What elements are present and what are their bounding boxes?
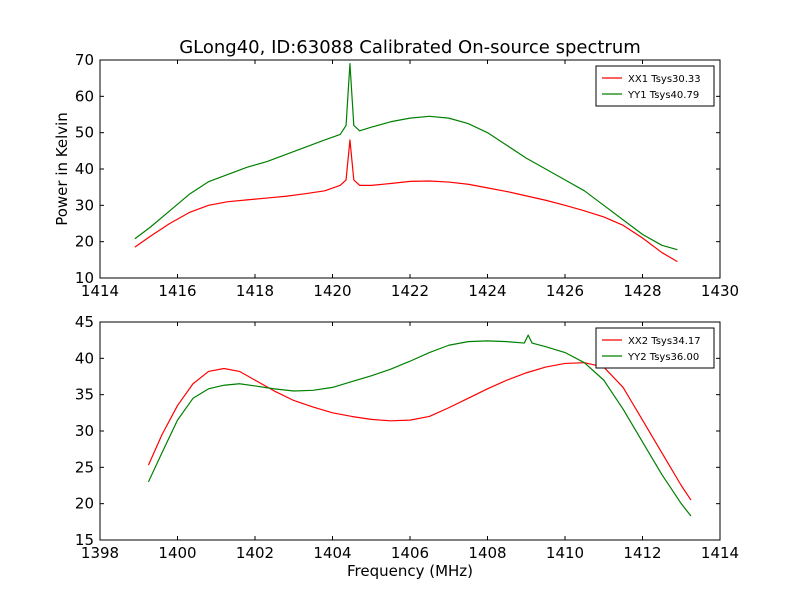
y-tick-label: 40 xyxy=(75,160,94,178)
x-tick-label: 1412 xyxy=(623,544,661,562)
x-axis-label: Frequency (MHz) xyxy=(347,562,473,580)
y-tick-label: 50 xyxy=(75,124,94,142)
x-tick-label: 1418 xyxy=(236,282,274,300)
legend-box xyxy=(595,65,715,107)
chart-title: GLong40, ID:63088 Calibrated On-source s… xyxy=(179,37,641,58)
x-tick-label: 1408 xyxy=(468,544,506,562)
series-line-1-2 xyxy=(134,63,678,251)
x-tick-label: 1398 xyxy=(81,544,119,562)
x-tick-label: 1402 xyxy=(236,544,274,562)
x-tick-label: 1414 xyxy=(701,544,739,562)
y-tick-label: 20 xyxy=(75,233,94,251)
x-tick-label: 1410 xyxy=(546,544,584,562)
legend-label: YY1 Tsys40.79 xyxy=(627,90,699,101)
y-tick-label: 45 xyxy=(75,313,94,331)
series-line-2-2 xyxy=(147,334,692,517)
legend-label: XX2 Tsys34.17 xyxy=(628,336,701,347)
x-tick-label: 1428 xyxy=(623,282,661,300)
x-tick-label: 1406 xyxy=(391,544,429,562)
legend: XX1 Tsys30.33 YY1 Tsys40.79 xyxy=(595,65,715,107)
top-panel: 1414 1416 1418 1420 1422 1424 1426 1428 1430 10 20… xyxy=(75,51,739,300)
y-axis-label: Power in Kelvin xyxy=(53,112,71,226)
x-tick-label: 1430 xyxy=(701,282,739,300)
legend-label: YY2 Tsys36.00 xyxy=(627,352,699,363)
y-tick-label: 15 xyxy=(75,531,94,549)
y-tick-label: 30 xyxy=(75,422,94,440)
x-tick-label: 1404 xyxy=(313,544,351,562)
x-tick-label: 1416 xyxy=(158,282,196,300)
y-tick-label: 70 xyxy=(75,51,94,69)
y-tick-label: 30 xyxy=(75,196,94,214)
legend: XX2 Tsys34.17 YY2 Tsys36.00 xyxy=(595,327,715,369)
x-tick-label: 1426 xyxy=(546,282,584,300)
y-tick-label: 20 xyxy=(75,495,94,513)
bottom-panel: 1398 1400 1402 1404 1406 1408 1410 1412 1414 15 20… xyxy=(75,313,739,562)
y-tick-label: 40 xyxy=(75,349,94,367)
legend-box xyxy=(595,327,715,369)
x-tick-label: 1414 xyxy=(81,282,119,300)
y-tick-label: 60 xyxy=(75,87,94,105)
y-tick-label: 35 xyxy=(75,386,94,404)
y-tick-label: 10 xyxy=(75,269,94,287)
x-tick-label: 1400 xyxy=(158,544,196,562)
legend-label: XX1 Tsys30.33 xyxy=(628,74,701,85)
y-tick-label: 25 xyxy=(75,458,94,476)
x-tick-label: 1424 xyxy=(468,282,506,300)
series-line-1-1 xyxy=(134,139,678,263)
x-tick-label: 1420 xyxy=(313,282,351,300)
x-tick-label: 1422 xyxy=(391,282,429,300)
